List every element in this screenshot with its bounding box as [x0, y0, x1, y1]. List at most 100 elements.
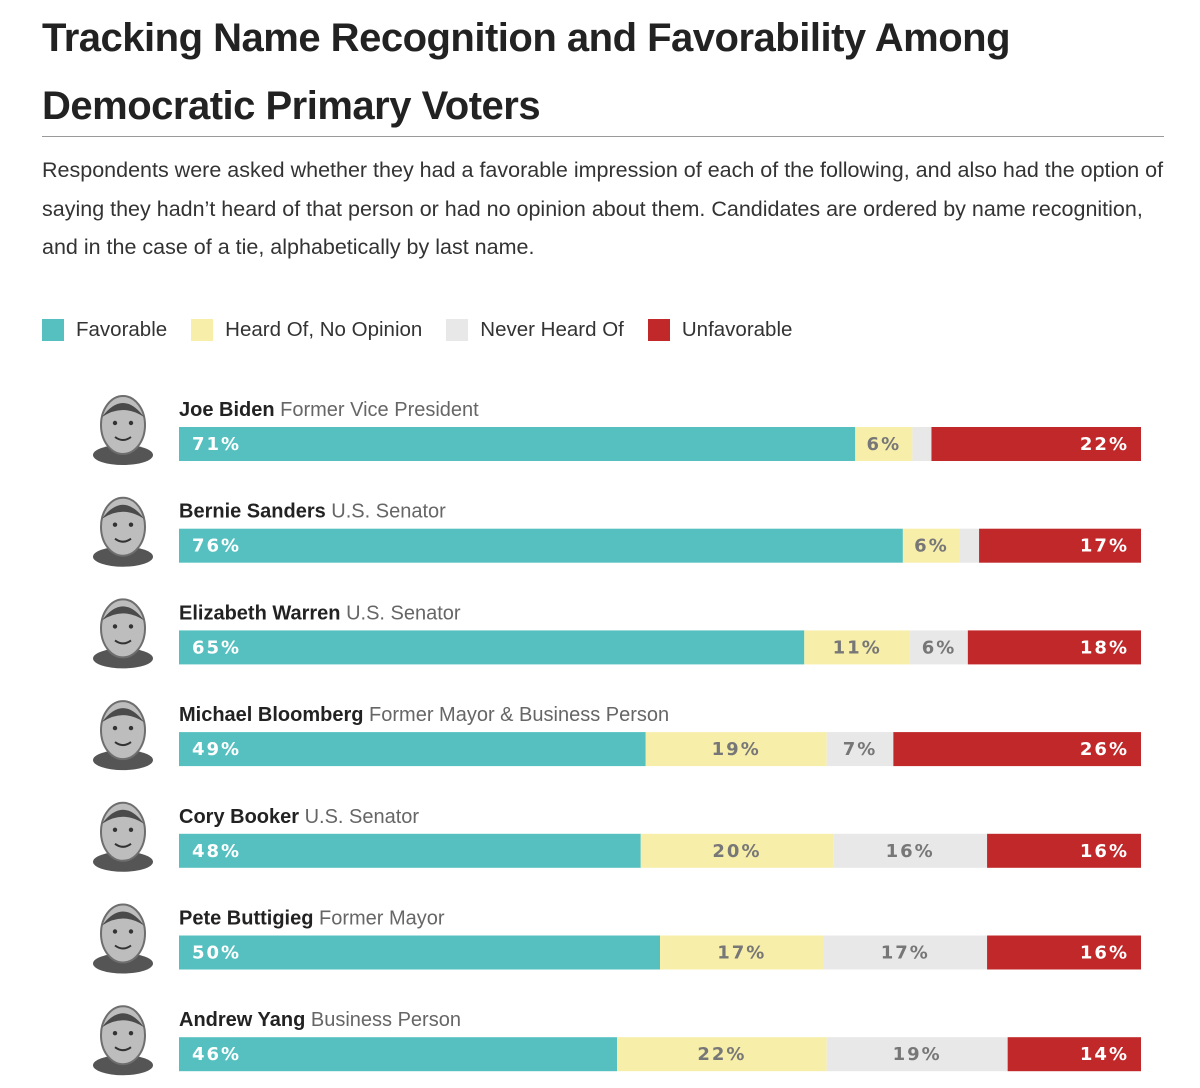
- bar-value-label: 17%: [717, 943, 766, 964]
- bar-segment-favorable: [179, 935, 660, 970]
- bar-value-label: 16%: [886, 841, 935, 862]
- candidate-label: Elizabeth Warren U.S. Senator: [179, 602, 461, 624]
- bar-value-label: 16%: [1080, 841, 1129, 862]
- bar-value-label: 17%: [1080, 536, 1129, 557]
- bar-value-label: 16%: [1080, 943, 1129, 964]
- portrait-hair: [102, 911, 144, 926]
- candidate-role: Former Mayor: [313, 908, 444, 930]
- portrait-eye: [112, 1031, 118, 1036]
- legend-item-never-heard: Never Heard Of: [446, 318, 624, 342]
- bar-value-label: 76%: [192, 536, 241, 557]
- legend-label-never-heard: Never Heard Of: [480, 318, 624, 341]
- candidate-name: Cory Booker: [179, 806, 299, 828]
- candidate-row: Michael Bloomberg Former Mayor & Busines…: [93, 700, 1141, 771]
- bar-value-label: 11%: [833, 637, 882, 658]
- portrait-mouth: [114, 944, 132, 950]
- candidate-portrait: [93, 903, 153, 974]
- portrait-eye: [112, 929, 118, 934]
- bar-segment-no-opinion: [660, 935, 824, 970]
- chart-title: Tracking Name Recognition and Favorabili…: [42, 16, 1011, 128]
- portrait-eye: [128, 827, 134, 832]
- portrait-eye: [128, 624, 134, 629]
- bar-value-label: 18%: [1080, 637, 1129, 658]
- bar-segment-never-heard: [910, 630, 968, 665]
- candidate-role: Former Vice President: [275, 399, 480, 421]
- bar-value-label: 14%: [1080, 1044, 1129, 1065]
- bar-value-label: 19%: [893, 1044, 942, 1065]
- candidate-name: Joe Biden: [179, 399, 275, 421]
- candidate-row: Joe Biden Former Vice President 71% 6% 22%: [93, 395, 1141, 465]
- candidate-portrait: [93, 395, 153, 465]
- candidate-role: Business Person: [305, 1009, 461, 1031]
- bar-segment-favorable: [179, 1037, 618, 1072]
- bar-value-label: 20%: [712, 841, 761, 862]
- portrait-hair: [102, 708, 144, 723]
- bar-segment-never-heard: [823, 935, 988, 970]
- candidate-label: Bernie Sanders U.S. Senator: [179, 501, 446, 523]
- bar-segment-unfavorable: [987, 935, 1141, 970]
- legend-swatch-unfavorable: [647, 319, 670, 341]
- legend-label-unfavorable: Unfavorable: [681, 318, 793, 341]
- bar-segment-unfavorable: [967, 630, 1141, 665]
- bar-value-label: 49%: [192, 739, 241, 760]
- bar-value-label: 71%: [192, 434, 241, 455]
- candidate-role: Former Mayor & Business Person: [363, 704, 669, 726]
- portrait-mouth: [114, 436, 132, 441]
- bar-value-label: 46%: [192, 1044, 241, 1065]
- portrait-eye: [112, 420, 118, 426]
- candidate-role: U.S. Senator: [341, 602, 461, 624]
- bar-value-label: 17%: [881, 943, 930, 964]
- bar-value-label: 50%: [192, 943, 241, 964]
- bar-segment-never-heard: [912, 427, 932, 461]
- bar-segment-no-opinion: [902, 528, 961, 563]
- portrait-eye: [112, 827, 118, 832]
- legend-item-no-opinion: Heard Of, No Opinion: [191, 318, 422, 342]
- legend-item-favorable: Favorable: [42, 318, 167, 342]
- candidate-portrait: [93, 700, 153, 771]
- bar-segment-favorable: [179, 630, 805, 665]
- portrait-eye: [112, 725, 118, 731]
- chart-subtitle: Respondents were asked whether they had …: [42, 158, 1164, 259]
- bar-segment-never-heard: [826, 732, 894, 767]
- candidate-row: Andrew Yang Business Person 46% 22% 19% 14%: [93, 1005, 1141, 1076]
- bar-value-label: 48%: [192, 841, 241, 862]
- candidate-row: Bernie Sanders U.S. Senator 76% 6% 17%: [93, 496, 1141, 567]
- candidate-label: Andrew Yang Business Person: [179, 1009, 461, 1031]
- portrait-hair: [102, 504, 144, 519]
- bar-segment-unfavorable: [931, 427, 1141, 461]
- candidate-name: Pete Buttigieg: [179, 908, 313, 930]
- legend: Favorable Heard Of, No Opinion Never Hea…: [42, 314, 816, 346]
- portrait-eye: [128, 929, 134, 934]
- portrait-mouth: [114, 537, 132, 543]
- bar-segment-unfavorable: [979, 528, 1141, 563]
- legend-label-favorable: Favorable: [76, 318, 168, 341]
- legend-swatch-never-heard: [446, 319, 469, 341]
- candidate-portrait: [93, 1005, 153, 1076]
- legend-swatch-no-opinion: [191, 319, 214, 341]
- bar-segment-never-heard: [960, 528, 980, 563]
- bar-segment-favorable: [179, 528, 903, 563]
- candidate-name: Bernie Sanders: [179, 501, 326, 523]
- portrait-eye: [128, 725, 134, 731]
- portrait-hair: [102, 606, 144, 621]
- bar-segment-unfavorable: [987, 833, 1141, 868]
- candidate-portrait: [93, 598, 153, 669]
- bar-value-label: 6%: [867, 434, 902, 455]
- bar-segment-favorable: [179, 833, 641, 868]
- bar-segment-favorable: [179, 427, 856, 461]
- portrait-hair: [102, 809, 144, 824]
- portrait-eye: [128, 522, 134, 527]
- bar-value-label: 26%: [1080, 739, 1129, 760]
- bar-value-label: 7%: [843, 739, 878, 760]
- legend-label-no-opinion: Heard Of, No Opinion: [225, 318, 423, 341]
- candidate-row: Pete Buttigieg Former Mayor 50% 17% 17% 16%: [93, 903, 1141, 974]
- bar-segment-favorable: [179, 732, 646, 767]
- candidate-role: U.S. Senator: [299, 806, 419, 828]
- candidate-name: Michael Bloomberg: [179, 704, 363, 726]
- bar-value-label: 22%: [1080, 434, 1129, 455]
- portrait-hair: [102, 1013, 144, 1028]
- candidate-row: Elizabeth Warren U.S. Senator 65% 11% 6% 18%: [93, 598, 1141, 669]
- bar-value-label: 6%: [922, 637, 957, 658]
- bar-segment-no-opinion: [855, 427, 913, 461]
